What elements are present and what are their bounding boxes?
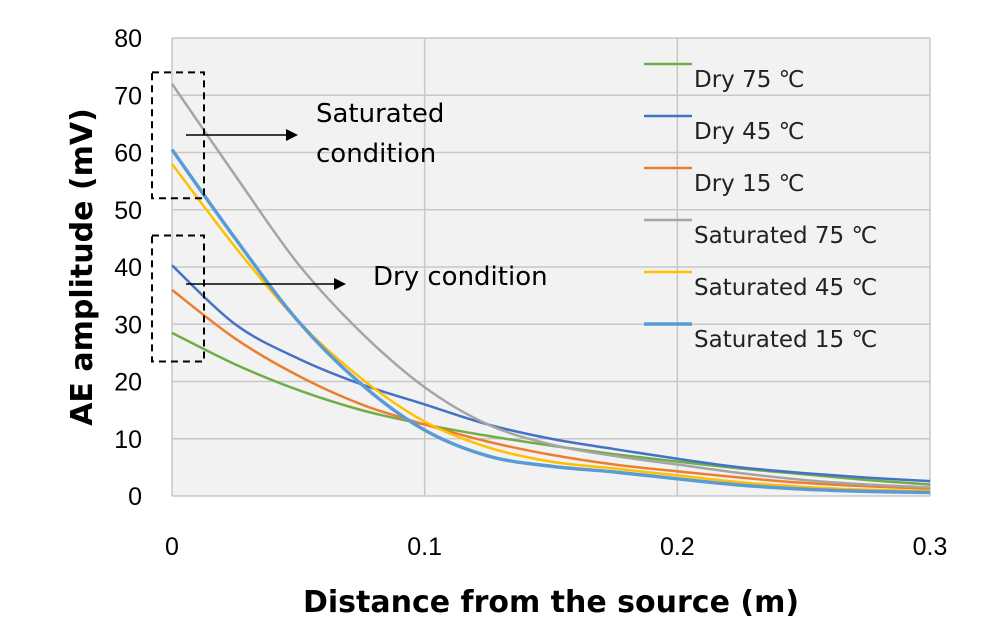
y-axis-title: AE amplitude (mV) [65,108,100,426]
x-tick-label: 0.2 [660,533,695,561]
legend: Dry 75 ℃ Dry 45 ℃ Dry 15 ℃ Saturated 75 ℃ Sa… [644,62,877,353]
legend-label: Dry 45 ℃ [694,119,805,145]
legend-label: Dry 75 ℃ [694,67,805,93]
saturated-annotation-line-1: Saturated [316,99,444,129]
x-axis-title: Distance from the source (m) [303,585,799,620]
y-tick-label: 70 [114,82,142,110]
y-tick-label: 80 [114,25,142,53]
series-line-dry-15 [171,288,931,490]
y-tick-label: 50 [114,197,142,225]
legend-label: Dry 15 ℃ [694,171,805,197]
dry-annotation-text: Dry condition [373,262,548,292]
x-tick-label: 0.1 [407,533,442,561]
legend-label: Saturated 15 ℃ [694,327,877,353]
dry-annotation-box [151,234,205,363]
y-tick-labels: 0 10 20 30 40 50 60 70 80 [114,25,142,511]
legend-label: Saturated 75 ℃ [694,223,877,249]
x-tick-label: 0 [165,533,179,561]
y-tick-label: 20 [114,369,142,397]
x-tick-label: 0.3 [913,533,948,561]
y-tick-label: 10 [114,426,142,454]
saturated-annotation-line-2: condition [316,139,436,169]
y-tick-label: 40 [114,254,142,282]
y-tick-label: 60 [114,140,142,168]
legend-label: Saturated 45 ℃ [694,275,877,301]
x-tick-labels: 0 0.1 0.2 0.3 [165,533,947,561]
y-tick-label: 30 [114,311,142,339]
series-line-saturated-75 [170,83,931,489]
y-tick-label: 0 [128,483,142,511]
annotations: Saturated condition Dry condition [151,71,548,363]
series-lines [170,83,931,495]
dry-annotation-arrowhead [334,278,346,290]
series-line-saturated-15 [170,148,931,495]
saturated-annotation-arrowhead [286,129,298,141]
series-line-dry-45 [171,264,931,483]
